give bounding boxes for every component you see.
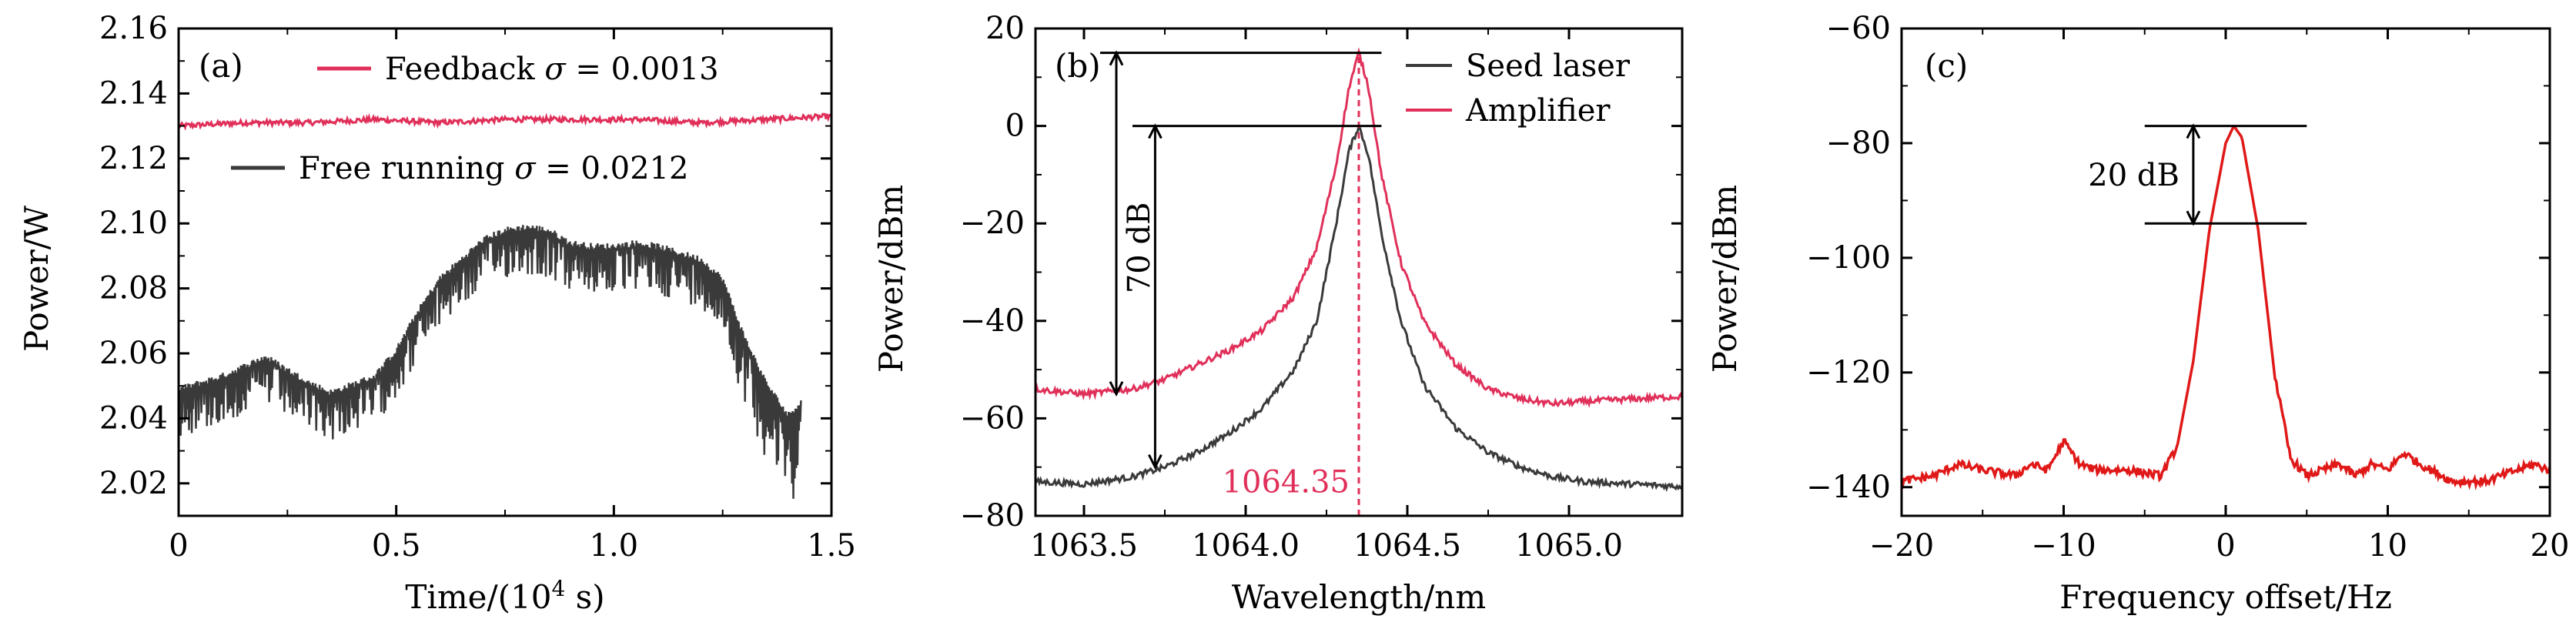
y-tick-label-b: −80 — [960, 498, 1025, 534]
y-tick-label-a: 2.14 — [99, 75, 168, 111]
panel-a: 0 0.5 1.0 1.5 2.02 2.04 2.06 2.08 2.10 2.12 2.14 2.… — [18, 11, 856, 616]
y-tick-label-b: −40 — [960, 303, 1025, 339]
y-tick-label-a: 2.04 — [99, 400, 168, 436]
y-axis-label-b: Power/dBm — [872, 185, 910, 373]
db-annotation-label: 20 dB — [2088, 158, 2180, 193]
legend-label-feedback: Feedback σ = 0.0013 — [385, 52, 719, 87]
peak-wavelength-label: 1064.35 — [1223, 465, 1350, 500]
db-range-arrow-head-top — [2186, 123, 2201, 139]
x-tick-label-b: 1064.0 — [1192, 528, 1300, 564]
series-line-feedback — [177, 112, 832, 131]
db-annotation-label: 70 dB — [1122, 202, 1157, 294]
y-tick-label-b: 20 — [985, 11, 1025, 46]
amplifier-range-arrow-head-bottom — [1109, 381, 1124, 397]
x-tick-label-b: 1063.5 — [1030, 528, 1138, 564]
panel-label-b: (b) — [1055, 47, 1101, 85]
x-tick-label-c: −10 — [2031, 528, 2096, 564]
db-range-arrow-head-bottom — [2186, 210, 2201, 226]
x-tick-label-b: 1064.5 — [1353, 528, 1461, 564]
x-tick-label-c: −20 — [1869, 528, 1934, 564]
panel-b: 1063.5 1064.0 1064.5 1065.0−80−60−40−20020 … — [872, 11, 1684, 616]
panel-label-c: (c) — [1925, 47, 1968, 85]
y-axis-label-c: Power/dBm — [1706, 185, 1744, 373]
y-tick-label-b: 0 — [1005, 109, 1025, 144]
series-line-spectrum — [1900, 125, 2551, 491]
y-axis-label-a: Power/W — [18, 205, 55, 352]
seed-range-arrow-head-top — [1148, 123, 1163, 139]
y-tick-label-c: −120 — [1806, 355, 1891, 390]
x-tick-label-a: 0 — [169, 528, 188, 564]
y-tick-label-a: 2.06 — [99, 336, 168, 371]
x-tick-label-c: 0 — [2216, 528, 2235, 564]
y-tick-label-a: 2.16 — [99, 11, 168, 46]
seed-range-arrow-head-bottom — [1148, 454, 1163, 470]
legend-b: Seed laser Amplifier — [1406, 49, 1631, 129]
y-tick-label-b: −60 — [960, 400, 1025, 436]
y-tick-label-c: −140 — [1806, 470, 1891, 505]
x-axis-label-c: Frequency offset/Hz — [2059, 578, 2392, 616]
plot-frame-a — [177, 27, 833, 517]
panel-label-a: (a) — [199, 47, 243, 85]
y-tick-label-a: 2.02 — [99, 466, 168, 501]
series-line-amplifier — [1034, 47, 1684, 409]
x-tick-label-a: 1.0 — [590, 528, 639, 564]
x-tick-label-a: 0.5 — [372, 528, 421, 564]
y-tick-label-b: −20 — [960, 206, 1025, 241]
legend-a: Feedback σ = 0.0013 Free running σ = 0.0… — [231, 52, 719, 186]
x-tick-label-c: 20 — [2531, 528, 2570, 564]
panel-c: −20 −10 0 10 20−140−120−100−80−60 20 dB (c) … — [1706, 11, 2569, 616]
amplifier-range-arrow-head-top — [1109, 50, 1124, 66]
y-tick-label-c: −80 — [1826, 125, 1891, 161]
x-tick-label-c: 10 — [2368, 528, 2407, 564]
y-tick-label-a: 2.08 — [99, 271, 168, 306]
x-axis-label-b: Wavelength/nm — [1232, 578, 1486, 616]
x-tick-label-b: 1065.0 — [1515, 528, 1623, 564]
legend-label-free-running: Free running σ = 0.0212 — [299, 151, 688, 186]
y-tick-label-a: 2.12 — [99, 141, 168, 176]
legend-label-amplifier: Amplifier — [1465, 93, 1611, 129]
y-tick-label-c: −100 — [1806, 240, 1891, 276]
x-tick-label-a: 1.5 — [807, 528, 856, 564]
series-line-free-running — [177, 225, 802, 499]
legend-label-seed-laser: Seed laser — [1466, 49, 1631, 84]
plot-frame-b — [1034, 27, 1684, 517]
y-tick-label-c: −60 — [1826, 11, 1891, 46]
x-axis-label-a: Time/(104 s) — [405, 576, 604, 616]
plot-frame-c — [1900, 27, 2551, 517]
y-tick-label-a: 2.10 — [99, 206, 168, 241]
